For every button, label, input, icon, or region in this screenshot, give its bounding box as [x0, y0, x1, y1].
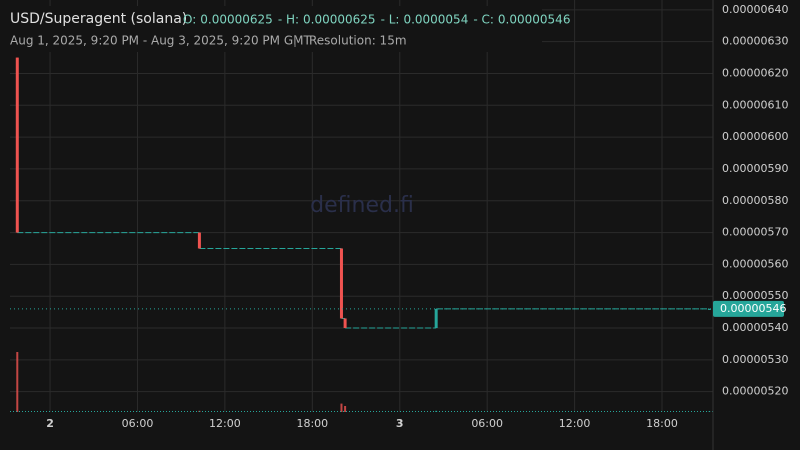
grid — [10, 0, 713, 412]
y-tick-label: 0.00000520 — [722, 385, 788, 398]
x-tick-label: 3 — [396, 417, 404, 430]
y-tick-label: 0.00000560 — [722, 257, 788, 270]
y-tick-label: 0.00000630 — [722, 35, 788, 48]
x-tick-label: 2 — [46, 417, 54, 430]
x-tick-label: 18:00 — [296, 417, 328, 430]
ohlc-value: 0.0000054 — [403, 13, 468, 27]
ohlc-value: 0.00000625 — [200, 13, 273, 27]
x-tick-label: 06:00 — [122, 417, 154, 430]
y-tick-label: 0.00000570 — [722, 226, 788, 239]
candle-body — [15, 57, 19, 233]
range: Aug 1, 2025, 9:20 PM - Aug 3, 2025, 9:20… — [10, 34, 311, 48]
ohlc-legend: O: 0.00000625 - H: 0.00000625 - L: 0.0000054-… — [183, 13, 570, 27]
candle-body — [434, 308, 438, 329]
candle-body — [197, 232, 201, 249]
volume-bar — [340, 403, 343, 412]
x-tick-label: 06:00 — [471, 417, 503, 430]
x-tick-label: 18:00 — [646, 417, 678, 430]
watermark: defined.fi — [310, 193, 414, 218]
legend-bg — [4, 6, 542, 52]
resolution: Resolution: 15m — [309, 34, 407, 48]
marks — [10, 57, 713, 412]
volume-bar — [16, 352, 19, 412]
y-tick-label: 0.00000620 — [722, 66, 788, 79]
ohlc-value: 0.00000625 — [303, 13, 376, 27]
ohlc-key: - L: — [381, 13, 400, 27]
ohlc-key: O: — [183, 13, 196, 27]
y-tick-label: 0.00000540 — [722, 321, 788, 334]
ohlc-value: 0.00000546 — [498, 13, 571, 27]
volume-bar — [344, 406, 347, 412]
price-tag-label: 0.00000546 — [720, 302, 786, 315]
y-tick-label: 0.00000610 — [722, 98, 788, 111]
candle-body — [343, 318, 347, 329]
pair-name: USD/Superagent (solana) — [10, 11, 187, 27]
x-tick-label: 12:00 — [559, 417, 591, 430]
candle-body — [707, 308, 711, 310]
x-tick-label: 12:00 — [209, 417, 241, 430]
y-tick-label: 0.00000640 — [722, 3, 788, 16]
ohlc-key: - C: — [473, 13, 494, 27]
y-tick-label: 0.00000590 — [722, 162, 788, 175]
price-tag — [713, 300, 784, 317]
candle-body — [339, 248, 343, 319]
y-tick-label: 0.00000550 — [722, 289, 788, 302]
y-tick-label: 0.00000530 — [722, 353, 788, 366]
ohlc-key: - H: — [278, 13, 299, 27]
y-tick-label: 0.00000600 — [722, 130, 788, 143]
y-tick-label: 0.00000580 — [722, 194, 788, 207]
